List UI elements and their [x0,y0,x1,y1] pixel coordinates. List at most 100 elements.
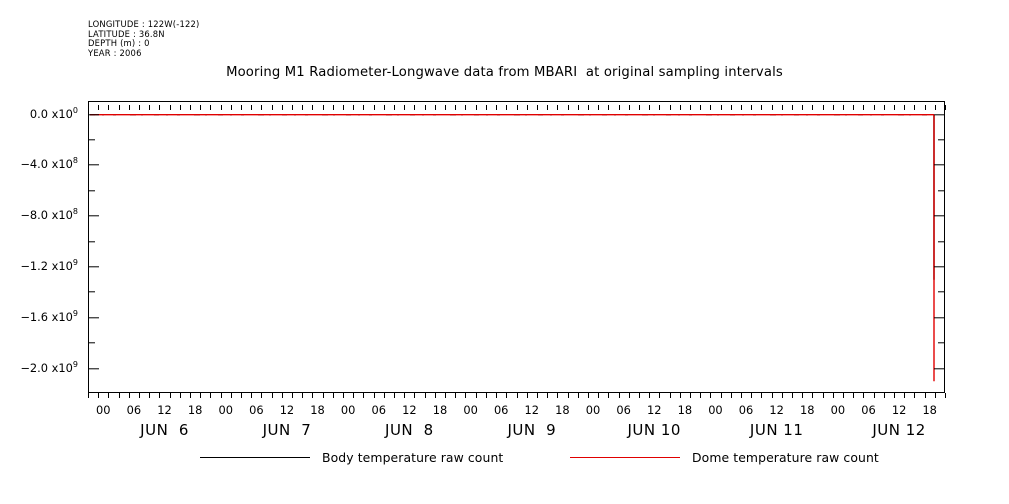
x-axis-top-tick [924,105,926,110]
chart-title: Mooring M1 Radiometer-Longwave data from… [226,65,783,80]
x-axis-minor-tick [904,393,906,398]
x-axis-minor-tick [241,393,243,398]
x-axis-top-tick [679,105,681,110]
x-axis-minor-tick [873,393,875,398]
y-axis-minor-tick [89,342,95,344]
y-axis-tick [89,215,99,217]
x-axis-minor-tick [914,393,916,398]
x-axis-hour-label: 00 [463,403,478,417]
x-axis-hour-label: 06 [126,403,142,417]
x-axis-hour-label: 18 [432,403,448,417]
metadata-longitude: LONGITUDE : 122W(-122) [88,19,200,29]
metadata-latitude: LATITUDE : 36.8N [88,28,165,39]
x-axis-minor-tick [251,393,253,398]
x-axis-hour-label: 06 [371,403,387,417]
x-axis-minor-tick [638,393,640,398]
x-axis-minor-tick [424,393,426,398]
legend-entry-body: Body temperature raw count [200,448,503,466]
x-axis-minor-tick [567,393,569,398]
x-axis-minor-tick [812,393,814,398]
x-axis-top-tick [445,105,447,110]
x-axis-top-tick [791,105,793,110]
x-axis-minor-tick [822,393,824,398]
x-axis-minor-tick [108,393,110,398]
legend-swatch-body [200,456,310,458]
legend-label-body: Body temperature raw count [322,449,504,465]
x-axis-top-tick [557,105,559,110]
x-axis-top-tick [88,105,89,110]
x-axis-minor-tick [608,393,610,398]
y-axis-tick-label: 0.0 x100 [29,105,78,121]
y-axis-minor-tick [89,291,95,293]
x-axis-top-tick [281,105,283,110]
x-axis-minor-tick [883,393,885,398]
y-axis-labels: 0.0 x100 −4.0 x108 −8.0 x108 −1.2 x109 −1.6 … [0,101,78,393]
x-axis-hour-label: 18 [310,403,325,417]
x-axis-top-tick [98,105,100,110]
x-axis-hour-label: 06 [861,403,876,417]
x-axis-minor-tick [128,393,130,398]
x-axis-minor-tick [547,393,549,398]
x-axis-minor-tick [281,393,283,398]
x-axis-top-tick [353,105,355,110]
x-axis-minor-tick [649,393,651,398]
x-axis-minor-tick [220,393,222,398]
x-axis-minor-tick [598,393,600,398]
y-axis-tick-label: −8.0 x108 [20,207,78,223]
x-axis-top-tick [383,105,385,110]
x-axis-top-tick [394,105,396,110]
x-axis-top-tick [465,105,467,110]
x-axis-top-tick [771,105,773,110]
x-axis-top-tick [424,105,426,110]
x-axis-top-tick [812,105,814,110]
x-axis-day-label: JUN 12 [872,421,926,439]
x-axis-minor-tick [730,393,732,398]
x-axis-minor-tick [373,393,375,398]
y-axis-tick-label: −1.6 x109 [20,309,78,324]
x-axis-minor-tick [302,393,304,398]
x-axis-top-tick [108,105,110,110]
legend-label-dome: Dome temperature raw count [692,449,879,465]
x-axis-top-tick [271,105,273,110]
x-axis-minor-tick [669,393,671,398]
y-axis-tick-label: −2.0 x109 [20,359,78,375]
x-axis-minor-tick [863,393,865,398]
x-axis-minor-tick [842,393,844,398]
x-axis-minor-tick [88,393,89,398]
x-axis-top-tick [730,105,732,110]
y-axis-minor-tick [938,190,944,192]
x-axis-hour-label: 12 [402,403,417,417]
x-axis-top-tick [720,105,722,110]
x-axis-minor-tick [526,393,528,398]
x-axis-hour-label: 00 [585,403,601,417]
x-axis-top-tick [842,105,844,110]
x-axis-minor-tick [475,393,477,398]
x-axis-top-tick [179,105,181,110]
x-axis-minor-tick [190,393,192,398]
x-axis-top-tick [169,105,171,110]
x-axis-top-tick [802,105,804,110]
x-axis-hour-label: 18 [555,403,570,417]
x-axis-top-tick [669,105,671,110]
x-axis-minor-tick [557,393,559,398]
x-axis-top-tick [373,105,375,110]
x-axis-top-tick [547,105,549,110]
x-axis-minor-tick [383,393,385,398]
x-axis-minor-tick [853,393,855,398]
x-axis-minor-tick [179,393,181,398]
x-axis-top-tick [210,105,212,110]
x-axis-hour-label: 12 [769,403,784,417]
x-axis-top-tick [343,105,345,110]
x-axis-top-tick [577,105,579,110]
x-axis-top-tick [751,105,753,110]
x-axis-minor-tick [261,393,263,398]
x-axis-top-tick [516,105,518,110]
y-axis-tick [934,317,944,319]
x-axis-minor-tick [516,393,518,398]
x-axis-minor-tick [434,393,436,398]
x-axis-top-tick [904,105,906,110]
x-axis-minor-tick [159,393,161,398]
x-axis-top-tick [496,105,498,110]
x-axis-top-tick [934,105,936,110]
x-axis-minor-tick [720,393,722,398]
